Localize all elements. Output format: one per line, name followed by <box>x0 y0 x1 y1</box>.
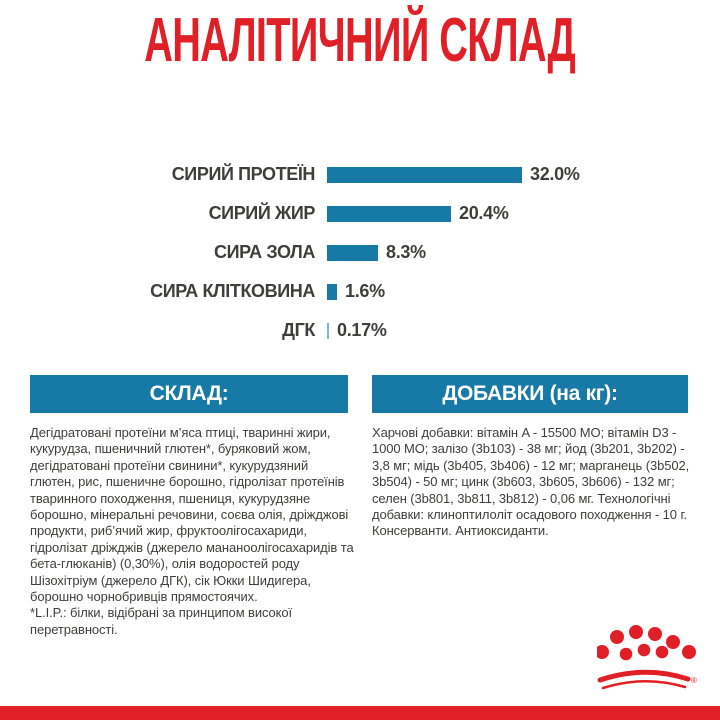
chart-value-label: 1.6% <box>345 281 385 301</box>
chart-value-label: 32.0% <box>530 164 580 184</box>
composition-text: Дегідратовані протеїни м’яса птиці, твар… <box>30 425 354 605</box>
composition-section-header: СКЛАД: <box>30 375 348 413</box>
registered-trademark-icon: ® <box>691 676 697 685</box>
chart-bar <box>327 205 451 222</box>
composition-section-body: Дегідратовані протеїни м’яса птиці, твар… <box>30 425 356 638</box>
chart-bar <box>327 322 329 339</box>
chart-row: СИРИЙ ПРОТЕЇН 32.0% <box>0 155 720 194</box>
chart-category-label: СИРА КЛІТКОВИНА <box>150 281 315 301</box>
chart-row: СИРА КЛІТКОВИНА 1.6% <box>0 272 720 311</box>
lip-footnote: *L.I.P.: білки, відібрані за принципом в… <box>30 605 293 637</box>
chart-row: ДГК 0.17% <box>0 311 720 350</box>
chart-row: СИРА ЗОЛА 8.3% <box>0 233 720 272</box>
chart-category-label: СИРИЙ ПРОТЕЇН <box>171 164 316 184</box>
additives-section-body: Харчові добавки: вітамін A - 15500 МО; в… <box>372 425 692 540</box>
chart-bar <box>327 283 337 300</box>
chart-value-label: 20.4% <box>459 203 509 223</box>
chart-row: СИРИЙ ЖИР 20.4% <box>0 194 720 233</box>
chart-category-label: СИРА ЗОЛА <box>214 242 315 262</box>
additives-text: Харчові добавки: вітамін A - 15500 МО; в… <box>372 425 690 539</box>
chart-bar <box>327 244 378 261</box>
chart-value-label: 0.17% <box>337 320 387 340</box>
chart-bar <box>327 166 522 183</box>
analytical-composition-bar-chart: СИРИЙ ПРОТЕЇН 32.0% СИРИЙ ЖИР 20.4% СИРА ЗОЛ… <box>0 155 720 350</box>
bottom-red-strip <box>0 706 720 720</box>
royal-canin-crown-logo: ® <box>597 625 697 690</box>
additives-section-header: ДОБАВКИ (на кг): <box>372 375 688 413</box>
chart-category-label: СИРИЙ ЖИР <box>208 203 316 223</box>
page-title: АНАЛІТИЧНИЙ СКЛАД <box>0 8 720 74</box>
chart-value-label: 8.3% <box>386 242 426 262</box>
crown-swoosh <box>597 669 691 690</box>
page-title-text: АНАЛІТИЧНИЙ СКЛАД <box>144 6 577 75</box>
crown-dots <box>597 625 696 661</box>
chart-category-label: ДГК <box>282 320 315 340</box>
